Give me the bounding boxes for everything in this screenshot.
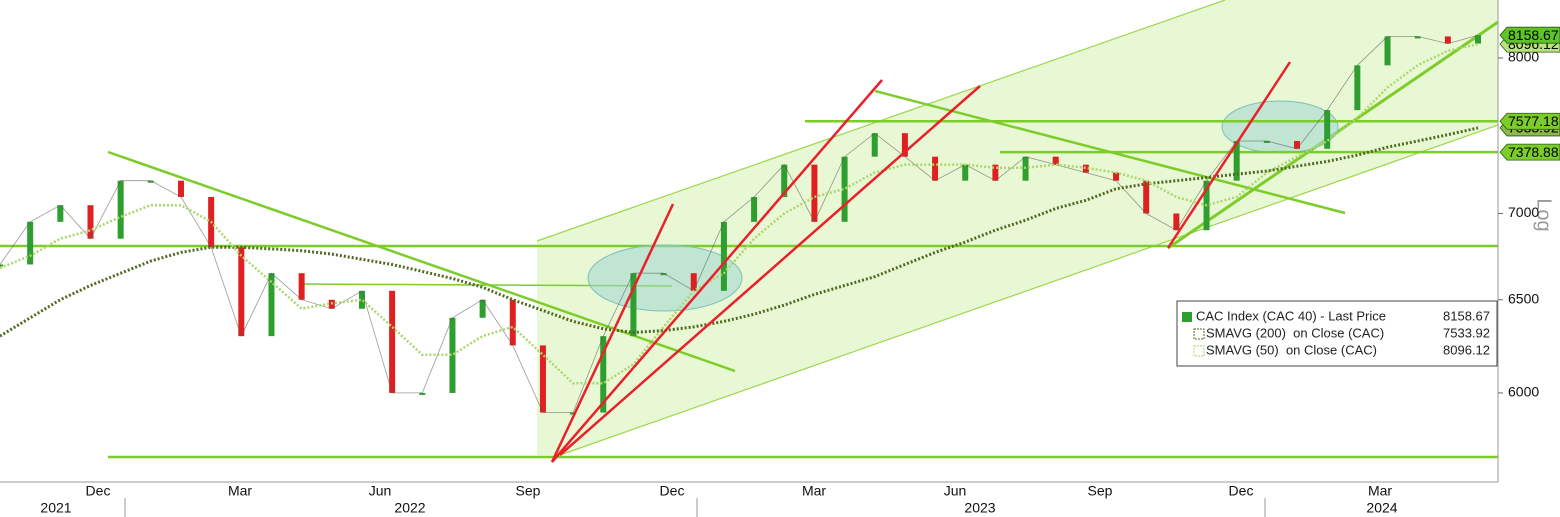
price-candle xyxy=(1414,36,1421,39)
legend-label: CAC Index (CAC 40) - Last Price xyxy=(1196,308,1386,323)
price-candle xyxy=(690,273,697,291)
x-year-label: 2024 xyxy=(1366,500,1397,516)
x-tick-label: Dec xyxy=(86,483,111,499)
level-badge: 7577.18 xyxy=(1508,113,1559,129)
x-year-label: 2022 xyxy=(394,500,425,516)
legend-swatch xyxy=(1193,328,1205,340)
level-badge-box xyxy=(1499,143,1560,161)
price-candle xyxy=(1294,140,1301,149)
x-tick-label: Jun xyxy=(944,483,967,499)
legend-value: 8096.12 xyxy=(1443,342,1490,357)
moving-average xyxy=(0,42,1479,385)
price-candle xyxy=(962,164,969,181)
price-candle xyxy=(389,290,396,393)
channel-fill xyxy=(537,0,1498,455)
trend-line xyxy=(1166,61,1292,249)
price-candle xyxy=(811,164,818,222)
x-tick-label: Jun xyxy=(369,483,392,499)
y-tick-label: 6500 xyxy=(1508,290,1539,306)
drawings xyxy=(0,0,1499,459)
level-badge: 7378.88 xyxy=(1508,144,1559,160)
x-tick-label: Sep xyxy=(1088,483,1113,499)
legend-swatch xyxy=(1193,345,1205,357)
price-candle xyxy=(1384,36,1391,66)
price-candle xyxy=(298,273,305,300)
legend-label: SMAVG (50) on Close (CAC) xyxy=(1206,342,1377,357)
price-candle xyxy=(268,273,275,337)
x-tick-label: Sep xyxy=(516,483,541,499)
price-candle xyxy=(720,221,727,291)
axes: 6000 6500 7000 8000 Dec Mar Jun Sep Dec Mar Jun Sep… xyxy=(40,49,1539,517)
price-badge: 8158.67 xyxy=(1508,27,1559,43)
price-candle xyxy=(1143,180,1150,214)
drawings xyxy=(550,61,1292,463)
price-line xyxy=(0,34,1479,413)
x-year-label: 2023 xyxy=(964,500,995,516)
price-candle xyxy=(871,133,878,157)
legend: CAC Index (CAC 40) - Last Price 8158.67 SM… xyxy=(1176,300,1498,367)
price-candle xyxy=(449,317,456,393)
price-candle xyxy=(570,412,577,415)
price-candle xyxy=(781,164,788,197)
x-tick-label: Mar xyxy=(1368,483,1392,499)
price-candle xyxy=(0,264,3,267)
x-tick-label: Mar xyxy=(228,483,252,499)
price-candle xyxy=(1475,35,1481,44)
legend-value: 8158.67 xyxy=(1443,308,1490,323)
price-candle xyxy=(117,180,124,239)
y-tick-label: 6000 xyxy=(1508,384,1539,400)
price-candle xyxy=(1444,36,1451,44)
price-candle xyxy=(600,336,607,413)
legend-label: SMAVG (200) on Close (CAC) xyxy=(1206,325,1384,340)
price-candle xyxy=(1233,140,1240,181)
price-candle xyxy=(841,156,848,222)
y-axis-label: Log xyxy=(1533,198,1555,231)
price-candle xyxy=(992,164,999,181)
price-candle xyxy=(1052,156,1059,165)
level-badge-box xyxy=(1499,112,1560,130)
series xyxy=(0,34,1498,415)
price-candle xyxy=(1173,213,1180,231)
price-candle xyxy=(419,392,426,395)
price-candle xyxy=(1113,172,1120,181)
price-candle xyxy=(751,196,758,222)
price-candle xyxy=(27,221,34,265)
price-candle xyxy=(1082,164,1089,173)
x-tick-label: Dec xyxy=(1229,483,1254,499)
legend-box xyxy=(1176,300,1498,367)
price-candle xyxy=(509,299,516,346)
price-candle xyxy=(147,180,154,183)
x-tick-label: Mar xyxy=(802,483,826,499)
price-candle xyxy=(238,247,245,337)
y-tick-label: 7000 xyxy=(1508,204,1539,220)
x-year-label: 2021 xyxy=(40,500,71,516)
price-candle xyxy=(1354,65,1361,111)
price-candle xyxy=(932,156,939,181)
legend-value: 7533.92 xyxy=(1443,325,1490,340)
price-candle xyxy=(57,205,64,222)
price-candle xyxy=(901,133,908,157)
trend-line xyxy=(551,79,883,463)
price-candle xyxy=(1263,140,1270,143)
highlight-ellipse xyxy=(587,244,743,312)
y-tick-label: 8000 xyxy=(1508,49,1539,65)
channel-lower xyxy=(559,124,1499,456)
price-candle xyxy=(539,345,546,413)
trend-line xyxy=(550,203,675,463)
price-candle xyxy=(1324,110,1331,149)
trend-line xyxy=(559,85,981,456)
price-candle xyxy=(358,290,365,309)
price-candle xyxy=(660,273,667,276)
x-tick-label: Dec xyxy=(660,483,685,499)
legend-swatch xyxy=(1182,312,1192,322)
price-candle xyxy=(630,273,637,337)
price-candle xyxy=(87,205,94,239)
price-candle xyxy=(479,299,486,318)
price-badge-box xyxy=(1499,26,1560,44)
price-candle xyxy=(177,180,184,197)
